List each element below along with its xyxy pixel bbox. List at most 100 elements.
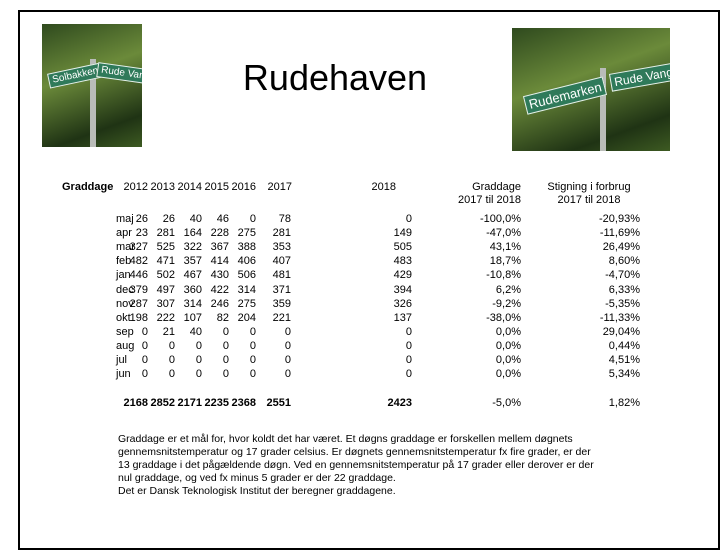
cell: 149 (394, 227, 412, 240)
cell: 388 (238, 241, 256, 254)
cell: -5,35% (605, 298, 640, 311)
cell: 0,0% (496, 326, 521, 339)
column-header: 2012 (124, 181, 148, 194)
cell: 314 (238, 284, 256, 297)
cell: 40 (190, 326, 202, 339)
cell: 483 (394, 255, 412, 268)
cell: 322 (184, 241, 202, 254)
cell: 497 (157, 284, 175, 297)
cell: 0 (142, 368, 148, 381)
row-label: jun (116, 368, 131, 381)
column-header: 2017 til 2018 (558, 194, 621, 207)
cell: 0 (406, 354, 412, 367)
cell: 0 (196, 340, 202, 353)
total-cell: 2171 (178, 397, 202, 410)
cell: 82 (217, 312, 229, 325)
cell: 0 (406, 368, 412, 381)
cell: 0 (142, 326, 148, 339)
column-header: 2016 (232, 181, 256, 194)
cell: 0 (142, 340, 148, 353)
cell: 18,7% (490, 255, 521, 268)
cell: 0 (250, 354, 256, 367)
photo-right: Rudemarken Rude Vang (512, 28, 670, 151)
cell: 0 (223, 340, 229, 353)
cell: 0 (406, 213, 412, 226)
cell: -38,0% (486, 312, 521, 325)
cell: 0 (285, 354, 291, 367)
cell: -10,8% (486, 269, 521, 282)
total-cell: 2368 (232, 397, 256, 410)
cell: 26 (163, 213, 175, 226)
photo-left: Solbakken Rude Vang (42, 24, 142, 147)
page: Solbakken Rude Vang Rudemarken Rude Vang… (0, 0, 722, 545)
title: Rudehaven (243, 58, 427, 98)
cell: 502 (157, 269, 175, 282)
cell: 353 (273, 241, 291, 254)
cell: 367 (211, 241, 229, 254)
cell: 326 (394, 298, 412, 311)
row-label: sep (116, 326, 134, 339)
column-header: 2018 (372, 181, 396, 194)
cell: 482 (130, 255, 148, 268)
cell: 8,60% (609, 255, 640, 268)
row-label: okt (116, 312, 131, 325)
cell: 0,44% (609, 340, 640, 353)
total-cell: 1,82% (609, 397, 640, 410)
cell: 275 (238, 298, 256, 311)
cell: 0 (285, 368, 291, 381)
cell: 314 (184, 298, 202, 311)
cell: 0 (169, 368, 175, 381)
cell: 275 (238, 227, 256, 240)
cell: 505 (394, 241, 412, 254)
cell: -11,33% (600, 312, 640, 325)
cell: 281 (273, 227, 291, 240)
cell: 0 (223, 368, 229, 381)
cell: -4,70% (605, 269, 640, 282)
cell: 5,34% (609, 368, 640, 381)
cell: 506 (238, 269, 256, 282)
cell: 6,33% (609, 284, 640, 297)
table-corner: Graddage (62, 181, 113, 194)
cell: 43,1% (490, 241, 521, 254)
column-header: 2017 (268, 181, 292, 194)
total-cell: -5,0% (492, 397, 521, 410)
cell: 379 (130, 284, 148, 297)
cell: 0 (196, 354, 202, 367)
cell: 0 (169, 340, 175, 353)
row-label: aug (116, 340, 134, 353)
cell: 422 (211, 284, 229, 297)
cell: 40 (190, 213, 202, 226)
total-cell: 2423 (388, 397, 412, 410)
row-label: apr (116, 227, 132, 240)
column-header: 2017 til 2018 (458, 194, 521, 207)
row-label: maj (116, 213, 134, 226)
cell: 371 (273, 284, 291, 297)
cell: 78 (279, 213, 291, 226)
cell: 198 (130, 312, 148, 325)
cell: 0,0% (496, 340, 521, 353)
cell: 21 (163, 326, 175, 339)
cell: 107 (184, 312, 202, 325)
cell: 0 (406, 326, 412, 339)
column-header: Stigning i forbrug (547, 181, 630, 194)
cell: 287 (130, 298, 148, 311)
column-header: Graddage (472, 181, 521, 194)
cell: 357 (184, 255, 202, 268)
cell: -11,69% (600, 227, 640, 240)
total-cell: 2551 (267, 397, 291, 410)
cell: 307 (157, 298, 175, 311)
cell: 430 (211, 269, 229, 282)
cell: 246 (211, 298, 229, 311)
cell: 0 (196, 368, 202, 381)
cell: 0 (285, 340, 291, 353)
sign: Rude Vang (96, 62, 142, 85)
cell: 0 (223, 326, 229, 339)
row-label: jan (116, 269, 131, 282)
cell: 0 (142, 354, 148, 367)
cell: 0 (169, 354, 175, 367)
cell: 0,0% (496, 354, 521, 367)
cell: 0 (285, 326, 291, 339)
note-line: nul graddage, og ved fx minus 5 grader e… (118, 472, 396, 485)
cell: 429 (394, 269, 412, 282)
cell: 164 (184, 227, 202, 240)
